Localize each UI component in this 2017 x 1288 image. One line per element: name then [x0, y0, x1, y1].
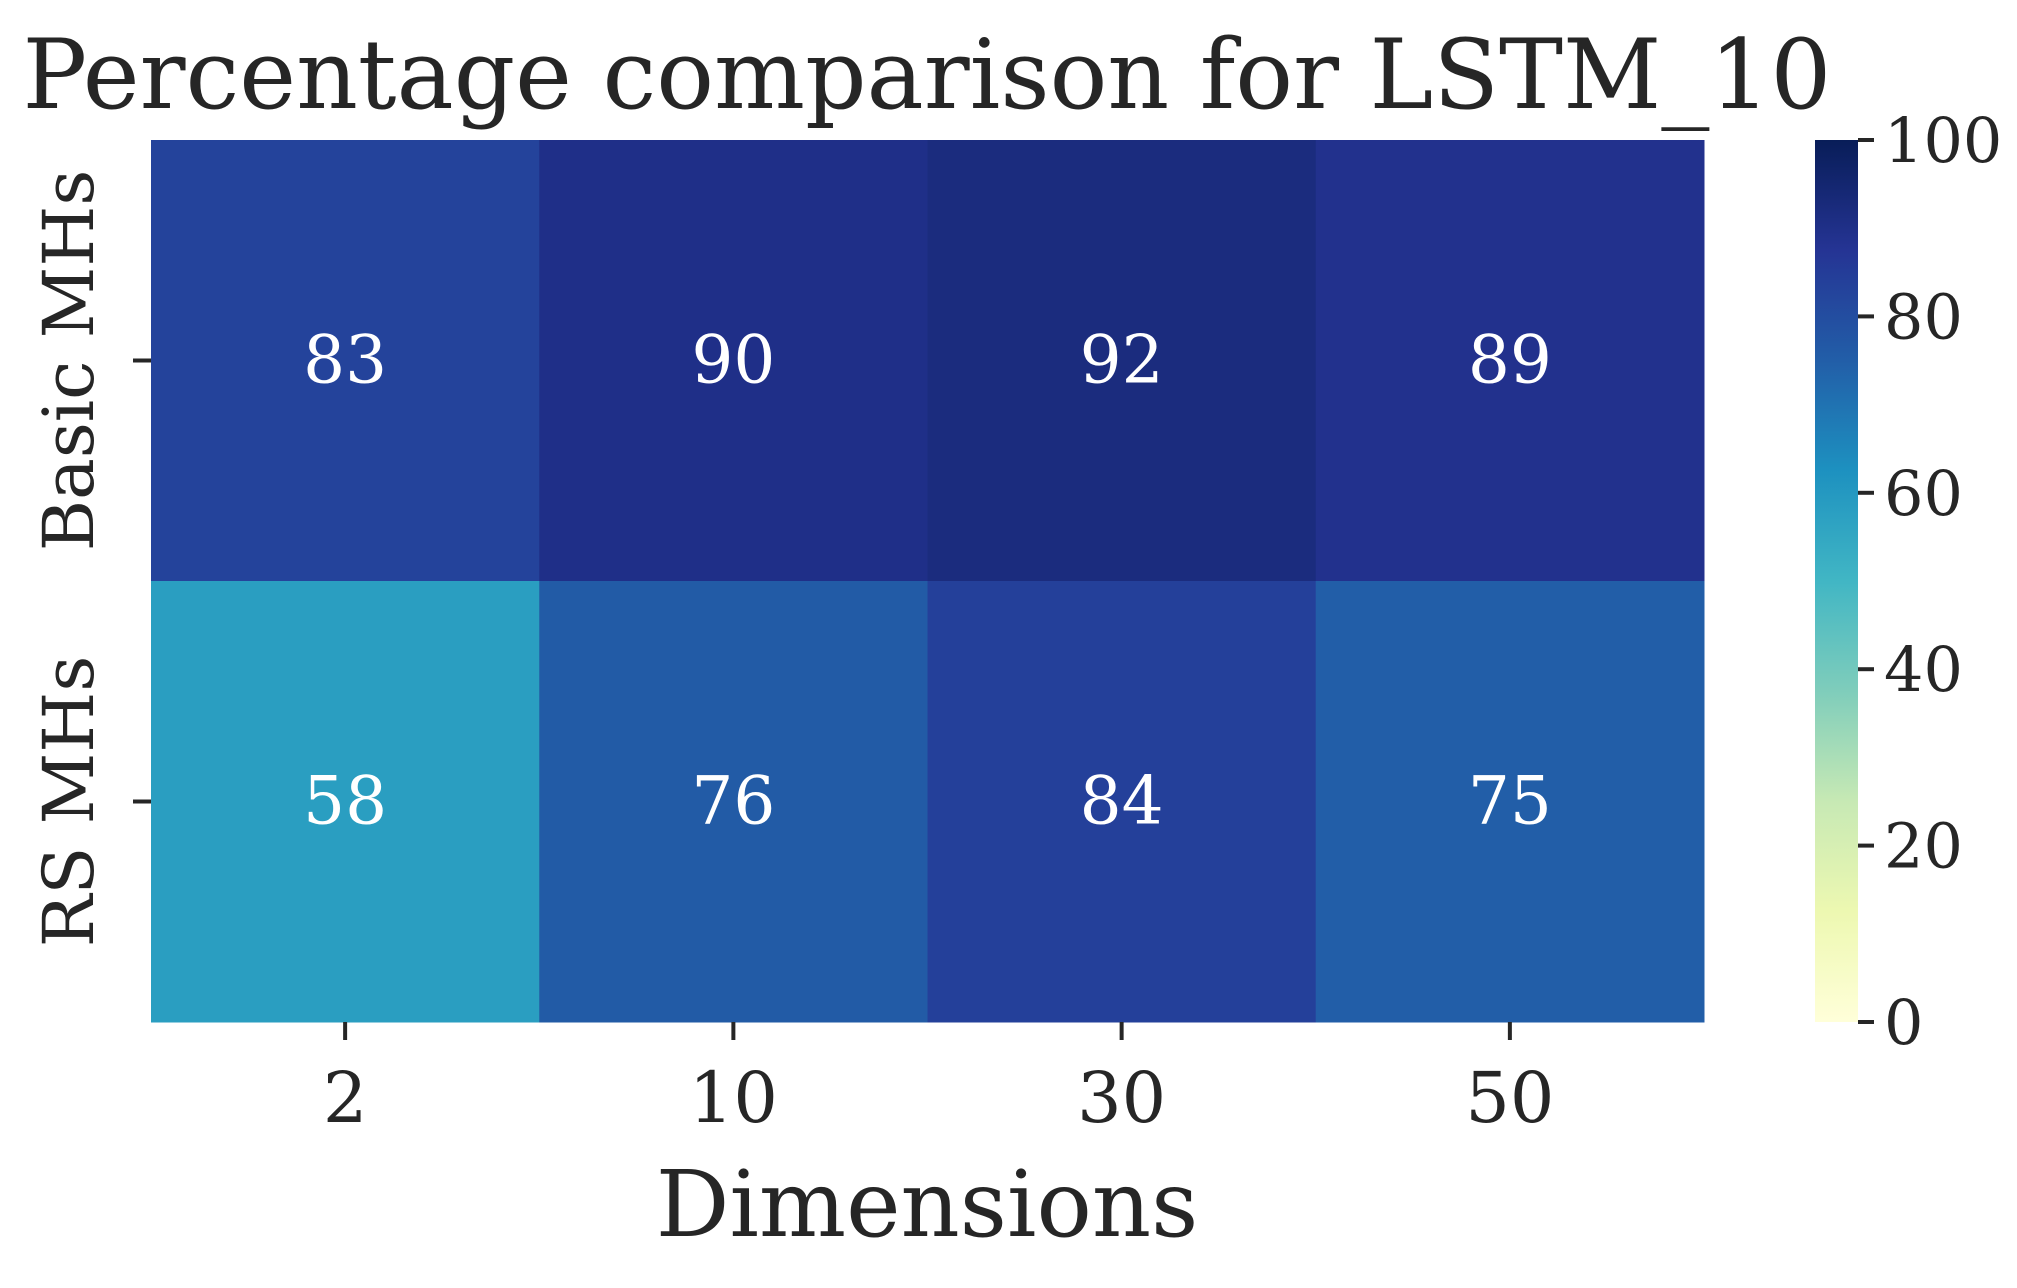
y-axis-ticks: Basic MHs RS MHs [28, 170, 151, 948]
cell-value-label: 89 [1468, 322, 1552, 399]
heatmap-cell [1315, 581, 1705, 1023]
colorbar-tick-label: 20 [1884, 810, 1963, 883]
colorbar-tick-label: 100 [1884, 104, 2002, 177]
x-axis-label: Dimensions [656, 1151, 1199, 1258]
heatmap-cell [539, 581, 928, 1023]
y-tick-label: Basic MHs [28, 170, 110, 552]
cell-value-label: 83 [303, 322, 387, 399]
cell-value-label: 92 [1080, 322, 1164, 399]
heatmap-cell [927, 140, 1317, 582]
colorbar-tick-label: 40 [1884, 633, 1963, 706]
heatmap-cells [151, 140, 1705, 1023]
cell-value-label: 90 [691, 322, 775, 399]
colorbar-tick-label: 80 [1884, 280, 1963, 353]
x-tick-label: 30 [1077, 1057, 1166, 1139]
y-tick-label: RS MHs [28, 656, 110, 948]
cell-value-label: 84 [1080, 763, 1164, 840]
heatmap-cell [151, 581, 540, 1023]
colorbar-ticks: 0 20 40 60 80 100 [1858, 104, 2002, 1059]
heatmap-cell [927, 581, 1317, 1023]
colorbar-tick-label: 60 [1884, 457, 1963, 530]
heatmap-cell [151, 140, 540, 582]
x-tick-label: 50 [1465, 1057, 1554, 1139]
x-tick-label: 10 [689, 1057, 778, 1139]
cell-value-label: 76 [691, 763, 775, 840]
x-axis-ticks: 2 10 30 50 [323, 1022, 1554, 1139]
heatmap-cell [1315, 140, 1705, 582]
colorbar-tick-label: 0 [1884, 986, 1923, 1059]
cell-value-label: 75 [1468, 763, 1552, 840]
chart-title: Percentage comparison for LSTM_10 [23, 19, 1832, 131]
colorbar [1815, 140, 1858, 1022]
heatmap-cell-labels: 83 90 92 89 58 76 84 75 [303, 322, 1552, 840]
x-tick-label: 2 [323, 1057, 368, 1139]
heatmap-cell [539, 140, 928, 582]
cell-value-label: 58 [303, 763, 387, 840]
